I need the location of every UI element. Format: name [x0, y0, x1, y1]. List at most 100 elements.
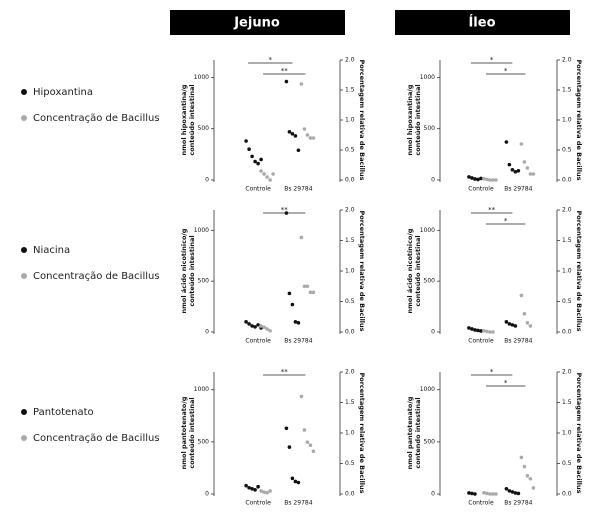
y2-axis-label: Porcentagem relativa de Bacillus: [358, 372, 366, 493]
data-point: [473, 177, 477, 181]
data-point: [488, 492, 492, 496]
legend-label: Concentração de Bacillus: [33, 433, 160, 444]
data-point: [494, 492, 498, 496]
legend-marker: [21, 89, 27, 95]
data-point: [510, 167, 515, 172]
data-point: [522, 311, 527, 316]
data-point: [311, 290, 316, 295]
significance-label: **: [281, 67, 289, 75]
significance-label: *: [504, 67, 508, 75]
data-point: [507, 162, 512, 167]
y-axis-label: nmol ácido nicotínico/g: [180, 228, 188, 313]
x-tick-label: Controle: [245, 186, 271, 193]
data-point: [247, 322, 251, 326]
y-axis-label: contendo intestinal: [414, 397, 422, 468]
y-axis-label: conteúdo intestinal: [188, 84, 196, 155]
y2-tick-label: 0.0: [562, 177, 572, 184]
legend-label: Hipoxantina: [33, 87, 93, 98]
data-point: [522, 160, 527, 164]
y2-tick-label: 0.5: [345, 298, 355, 305]
data-point: [247, 147, 251, 152]
y-tick-label: 1000: [420, 74, 435, 81]
data-point: [262, 172, 266, 176]
data-point: [268, 328, 272, 333]
data-point: [302, 428, 307, 432]
y2-tick-label: 1.0: [345, 268, 355, 275]
y-axis-label: nmol pantotenato/g: [406, 396, 414, 469]
y2-tick-label: 1.5: [345, 399, 355, 406]
data-point: [305, 284, 310, 289]
data-point: [268, 178, 272, 182]
y2-tick-label: 1.0: [562, 268, 572, 275]
y2-tick-label: 1.5: [562, 399, 572, 406]
data-point: [253, 325, 257, 329]
data-point: [290, 476, 295, 481]
data-point: [488, 330, 492, 334]
data-point: [479, 329, 483, 333]
y2-tick-label: 0.5: [345, 147, 355, 154]
data-point: [491, 178, 495, 182]
y-tick-label: 500: [424, 125, 436, 132]
x-tick-label: Bs 29784: [284, 338, 312, 345]
y2-tick-label: 2.0: [345, 207, 355, 214]
data-point: [504, 320, 509, 324]
y-tick-label: 0: [431, 329, 435, 336]
y-tick-label: 1000: [420, 386, 435, 393]
y2-axis-label: Porcentagem relativa de Bacillus: [575, 59, 583, 180]
data-point: [250, 324, 254, 328]
y2-tick-label: 0.0: [345, 177, 355, 184]
y2-tick-label: 1.0: [562, 430, 572, 437]
column-header-bar: [170, 10, 345, 35]
data-point: [293, 479, 298, 484]
y2-tick-label: 0.0: [345, 491, 355, 498]
y2-tick-label: 2.0: [562, 207, 572, 214]
data-point: [290, 132, 295, 136]
data-point: [531, 486, 536, 490]
y2-tick-label: 2.0: [345, 369, 355, 376]
y2-tick-label: 1.0: [345, 117, 355, 124]
x-tick-label: Bs 29784: [284, 500, 312, 507]
y-axis-label: conteúdo intestinal: [414, 235, 422, 306]
data-point: [247, 485, 251, 490]
data-point: [259, 324, 263, 328]
data-point: [305, 440, 310, 444]
data-point: [256, 161, 260, 166]
x-tick-label: Controle: [245, 500, 271, 507]
y-tick-label: 500: [198, 125, 210, 132]
y2-tick-label: 0.5: [562, 147, 572, 154]
y2-tick-label: 0.5: [345, 460, 355, 467]
data-point: [504, 140, 509, 144]
data-point: [470, 491, 474, 496]
y2-axis-label: Porcentagem relativa de Bacillus: [358, 59, 366, 180]
data-point: [299, 82, 304, 86]
data-point: [525, 473, 530, 478]
data-point: [284, 426, 289, 431]
data-point: [305, 133, 310, 137]
data-point: [250, 486, 254, 491]
data-point: [510, 490, 515, 494]
data-point: [262, 490, 266, 494]
data-point: [259, 489, 263, 493]
legend-label: Pantotenato: [33, 407, 94, 418]
x-tick-label: Controle: [468, 500, 494, 507]
y2-tick-label: 0.5: [562, 298, 572, 305]
legend-marker: [21, 435, 27, 441]
x-tick-label: Controle: [245, 338, 271, 345]
data-point: [522, 464, 527, 469]
data-point: [531, 172, 536, 176]
legend-label: Concentração de Bacillus: [33, 113, 160, 124]
data-point: [262, 325, 266, 329]
y-tick-label: 1000: [194, 74, 209, 81]
x-tick-label: Controle: [468, 186, 494, 193]
data-point: [479, 176, 483, 181]
y2-tick-label: 0.0: [345, 329, 355, 336]
y2-tick-label: 1.5: [345, 237, 355, 244]
data-point: [265, 175, 269, 179]
data-point: [296, 148, 301, 153]
y2-tick-label: 2.0: [562, 57, 572, 64]
y2-tick-label: 1.5: [562, 237, 572, 244]
data-point: [482, 490, 486, 495]
data-point: [311, 449, 316, 454]
data-point: [467, 175, 471, 179]
